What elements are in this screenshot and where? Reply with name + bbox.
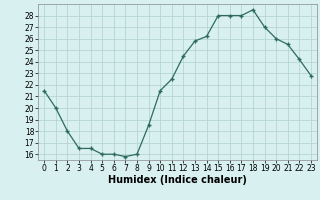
X-axis label: Humidex (Indice chaleur): Humidex (Indice chaleur)	[108, 175, 247, 185]
